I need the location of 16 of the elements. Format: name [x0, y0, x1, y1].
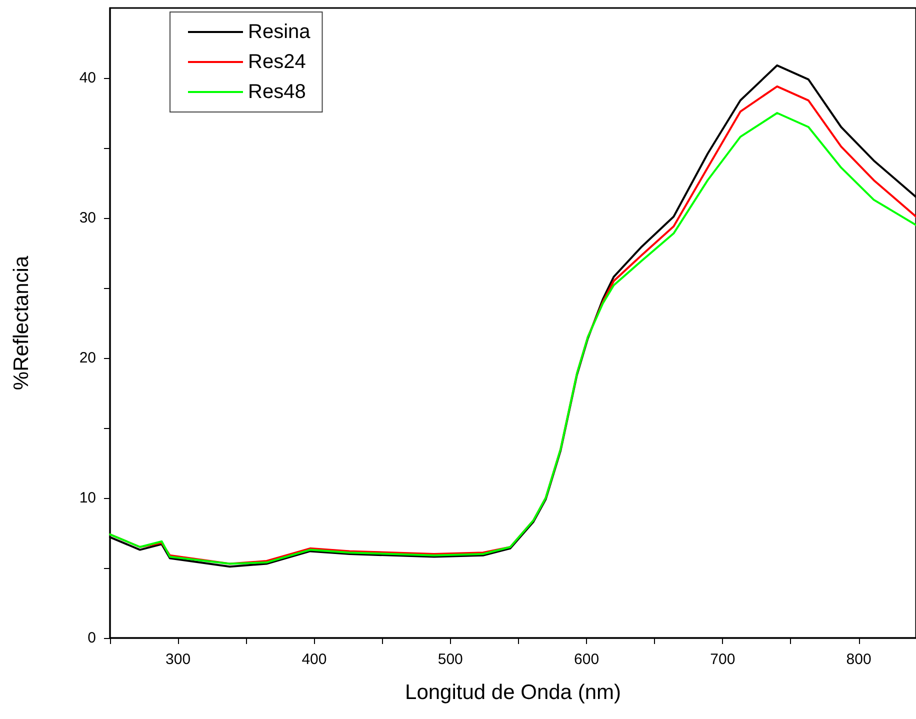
x-axis-title: Longitud de Onda (nm) [405, 681, 621, 704]
legend-label: Res48 [248, 81, 306, 103]
y-tick-label: 0 [88, 630, 96, 646]
x-tick-label: 700 [710, 651, 736, 668]
legend-label: Res24 [248, 51, 306, 73]
x-tick-label: 600 [574, 651, 600, 668]
x-tick-label: 500 [438, 651, 463, 668]
y-tick-label: 30 [79, 210, 96, 226]
y-tick-label: 40 [79, 70, 96, 86]
y-tick-label: 20 [79, 350, 96, 366]
x-tick-label: 400 [302, 651, 327, 668]
x-tick-label: 800 [846, 651, 872, 668]
legend-label: Resina [248, 21, 312, 43]
y-axis-title: %Reflectancia [10, 256, 33, 390]
x-tick-label: 300 [166, 651, 191, 668]
y-tick-label: 10 [79, 490, 96, 506]
